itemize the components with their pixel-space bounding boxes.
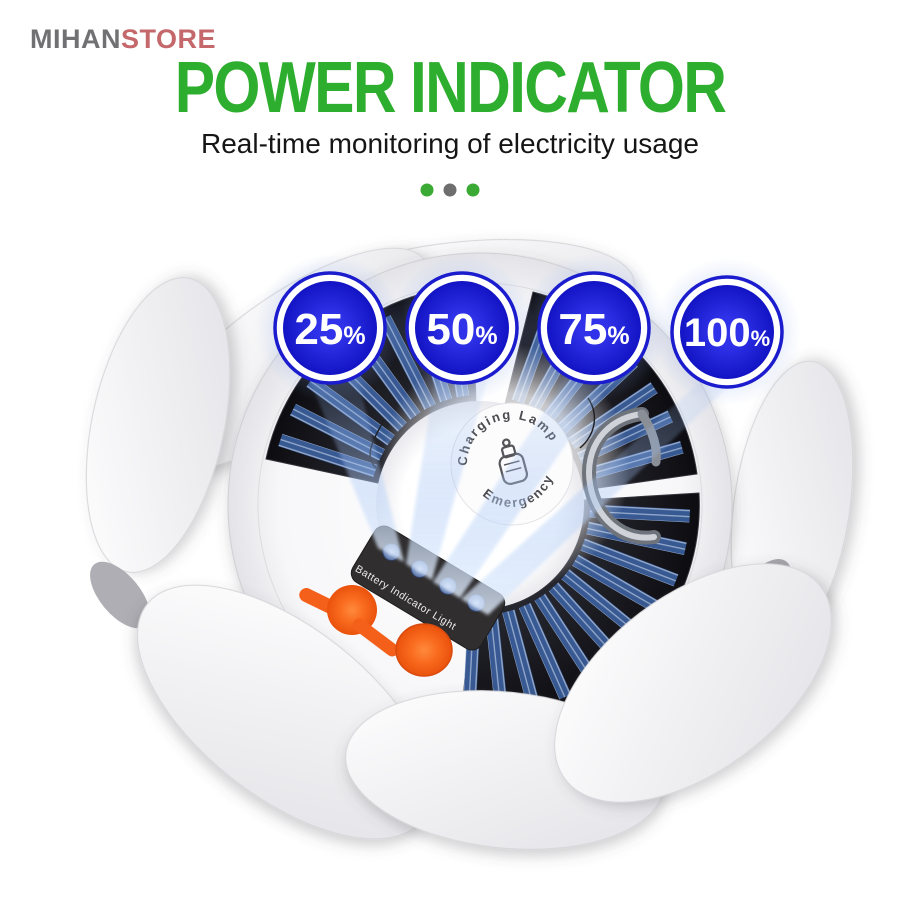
- plug-cap: [395, 623, 453, 677]
- folded-petals-front: [137, 563, 832, 850]
- svg-text:50%: 50%: [426, 305, 497, 354]
- dot-gray-middle: [443, 183, 457, 197]
- petal-left: [85, 277, 231, 573]
- light-beams: [304, 366, 750, 615]
- svg-text:75%: 75%: [558, 305, 629, 354]
- light-beam-25: [304, 366, 404, 562]
- light-beam-100: [461, 366, 750, 615]
- charging-port-plug: [299, 585, 453, 677]
- dot-green-right: [466, 183, 480, 197]
- logo-text-secondary: STORE: [121, 24, 217, 54]
- battery-level-badge-100: 100%: [653, 258, 801, 406]
- store-logo: MIHANSTORE: [30, 24, 216, 55]
- header: MIHANSTORE POWER INDICATOR Real-time mon…: [0, 0, 900, 220]
- battery-level-badge-75: 75%: [520, 254, 668, 402]
- svg-text:100%: 100%: [684, 311, 770, 355]
- page-subtitle: Real-time monitoring of electricity usag…: [201, 128, 699, 159]
- svg-text:25%: 25%: [294, 305, 365, 354]
- logo-text-primary: MIHAN: [30, 24, 121, 54]
- page-title: POWER INDICATOR: [174, 48, 727, 128]
- hinge-piece-left: [90, 561, 150, 629]
- light-beam-50: [406, 370, 490, 580]
- light-beam-75: [433, 366, 620, 598]
- battery-level-badge-50: 50%: [388, 254, 536, 402]
- petal-bottom-right: [554, 563, 832, 803]
- dot-green-left: [420, 183, 434, 197]
- battery-level-badge-25: 25%: [256, 254, 404, 402]
- battery-level-badges: 25% 50% 75% 100%: [256, 254, 801, 406]
- separator-dots: [420, 183, 480, 197]
